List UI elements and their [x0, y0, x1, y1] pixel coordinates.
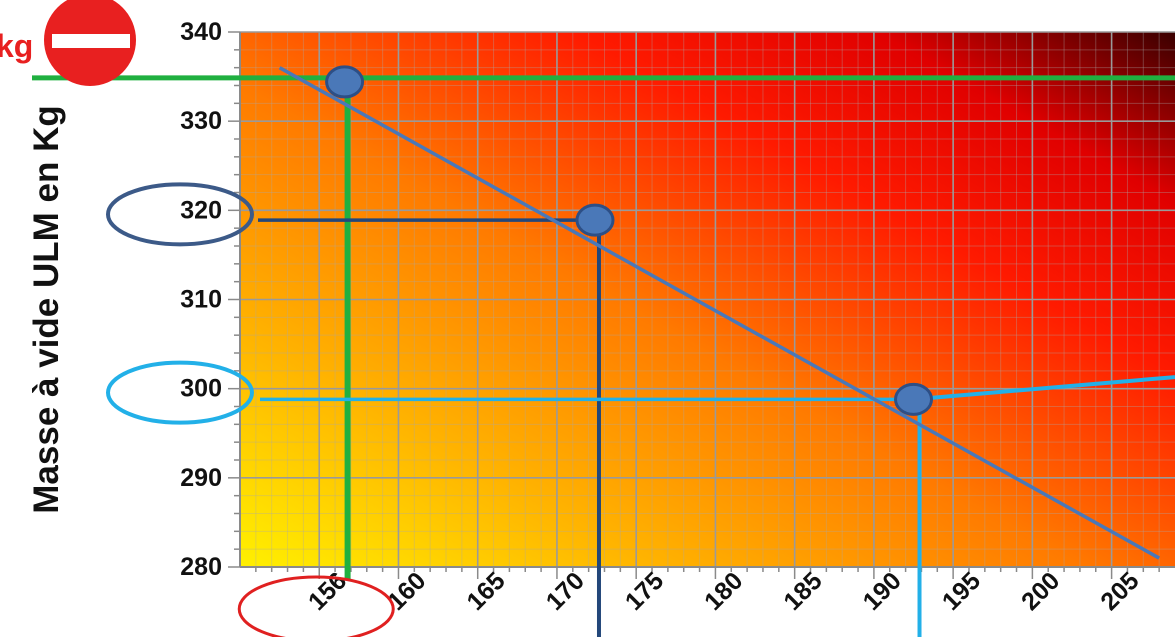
x-tick-label: 160 — [382, 567, 431, 616]
y-tick-highlight-circle — [106, 182, 254, 247]
x-tick-highlight-circle — [237, 575, 395, 637]
data-point — [575, 203, 615, 237]
y-tick-label: 280 — [180, 553, 222, 581]
y-tick-label: 300 — [180, 375, 222, 403]
x-tick-label: 205 — [1095, 567, 1144, 616]
data-point — [894, 382, 934, 416]
corner-unit-label: kg — [0, 28, 33, 64]
y-tick-label: 310 — [180, 286, 222, 314]
y-axis-title: Masse à vide ULM en Kg — [27, 105, 66, 513]
x-tick-label: 165 — [461, 567, 510, 616]
y-tick-label: 320 — [180, 196, 222, 224]
x-tick-label: 170 — [541, 567, 590, 616]
y-tick-label: 340 — [180, 18, 222, 46]
x-tick-label: 185 — [778, 567, 827, 616]
x-tick-label: 195 — [937, 567, 986, 616]
x-tick-label: 180 — [699, 567, 748, 616]
x-tick-label: 175 — [620, 567, 669, 616]
data-point — [325, 65, 365, 99]
y-tick-highlight-circle — [106, 360, 254, 425]
plot-area — [240, 31, 1175, 568]
no-entry-bar — [52, 34, 130, 48]
y-tick-label: 330 — [180, 107, 222, 135]
cyan-extension-line — [913, 375, 1175, 402]
x-tick-label: 190 — [858, 567, 907, 616]
y-tick-label: 290 — [180, 464, 222, 492]
x-tick-label: 200 — [1016, 567, 1065, 616]
series-line — [278, 66, 1161, 560]
